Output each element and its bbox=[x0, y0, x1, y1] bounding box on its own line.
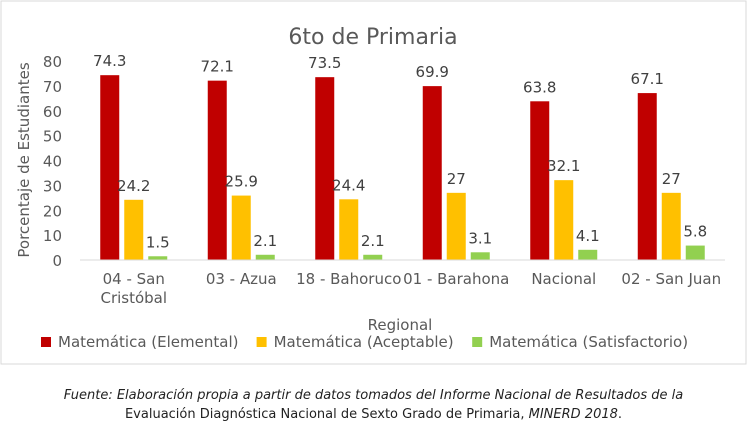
y-axis-label: Porcentaje de Estudiantes bbox=[15, 62, 33, 257]
bar-value-label: 24.4 bbox=[332, 176, 365, 194]
bar bbox=[124, 199, 144, 260]
bar bbox=[422, 86, 442, 260]
y-tick-label: 10 bbox=[43, 227, 62, 245]
y-tick-label: 60 bbox=[43, 103, 62, 121]
bar bbox=[255, 254, 275, 260]
bar-value-label: 72.1 bbox=[201, 58, 234, 76]
y-tick-label: 70 bbox=[43, 78, 62, 96]
chart-border bbox=[0, 0, 747, 365]
y-axis: 0 10 20 30 40 50 60 70 80 bbox=[43, 53, 62, 270]
x-tick-label: 04 - San Cristóbal bbox=[100, 270, 167, 307]
bar bbox=[231, 195, 251, 260]
y-tick-label: 0 bbox=[52, 252, 62, 270]
bar bbox=[446, 192, 466, 260]
bar bbox=[470, 252, 490, 260]
caption-publisher: MINERD 2018 bbox=[524, 407, 618, 422]
bar bbox=[148, 256, 168, 260]
bar bbox=[100, 75, 120, 261]
x-tick-label: Nacional bbox=[531, 270, 596, 288]
bar-value-label: 27 bbox=[447, 170, 466, 188]
x-tick-label: 03 - Azua bbox=[206, 270, 277, 288]
x-tick-label: 02 - San Juan bbox=[621, 270, 721, 288]
caption-period: . bbox=[617, 407, 623, 422]
x-tick-label: 18 - Bahoruco bbox=[296, 270, 401, 288]
bar bbox=[315, 77, 335, 260]
bar-value-label: 63.8 bbox=[523, 78, 556, 96]
bar-value-label: 67.1 bbox=[631, 70, 664, 88]
bar bbox=[637, 93, 657, 261]
bar bbox=[207, 80, 227, 261]
bar-value-label: 25.9 bbox=[225, 173, 258, 191]
bar-value-label: 27 bbox=[662, 170, 681, 188]
bar-chart: 6to de Primaria Porcentaje de Estudiante… bbox=[0, 0, 747, 365]
chart-container: 6to de Primaria Porcentaje de Estudiante… bbox=[0, 0, 747, 365]
legend-label: Matemática (Aceptable) bbox=[274, 333, 454, 351]
bar-value-label: 74.3 bbox=[93, 52, 126, 70]
bar-value-label: 3.1 bbox=[468, 229, 492, 247]
legend-label: Matemática (Elemental) bbox=[58, 333, 238, 351]
bar-value-label: 24.2 bbox=[117, 177, 150, 195]
y-tick-label: 20 bbox=[43, 202, 62, 220]
bar-value-label: 1.5 bbox=[146, 233, 170, 251]
bar bbox=[685, 245, 705, 260]
bar-value-label: 5.8 bbox=[683, 223, 707, 241]
bars bbox=[100, 75, 705, 261]
x-axis-label: Regional bbox=[368, 316, 433, 334]
legend-swatch bbox=[256, 337, 267, 347]
y-tick-label: 80 bbox=[43, 53, 62, 71]
legend-label: Matemática (Satisfactorio) bbox=[489, 333, 688, 351]
bar bbox=[363, 254, 383, 260]
y-tick-label: 40 bbox=[43, 153, 62, 171]
caption-line-2: Evaluación Diagnóstica Nacional de Sexto… bbox=[124, 407, 525, 422]
bar bbox=[578, 249, 598, 260]
bar bbox=[530, 101, 550, 260]
legend-swatch bbox=[472, 337, 483, 347]
bar bbox=[661, 192, 681, 260]
bar-value-label: 73.5 bbox=[308, 54, 341, 72]
caption-line-1: Fuente: Elaboración propia a partir de d… bbox=[63, 388, 684, 403]
chart-title: 6to de Primaria bbox=[288, 25, 457, 50]
bar-value-label: 32.1 bbox=[547, 157, 580, 175]
legend: Matemática (Elemental) Matemática (Acepta… bbox=[41, 333, 688, 351]
y-tick-label: 50 bbox=[43, 128, 62, 146]
y-tick-label: 30 bbox=[43, 177, 62, 195]
source-caption: Fuente: Elaboración propia a partir de d… bbox=[0, 386, 747, 424]
bar-value-label: 69.9 bbox=[416, 63, 449, 81]
data-labels: 74.3 72.1 73.5 69.9 63.8 67.1 24.2 25.9 24.4 27 32… bbox=[93, 52, 707, 251]
bar-value-label: 2.1 bbox=[361, 232, 385, 250]
x-tick-label: 01 - Barahona bbox=[403, 270, 509, 288]
legend-swatch bbox=[41, 337, 51, 347]
bar bbox=[339, 199, 359, 260]
bar-value-label: 4.1 bbox=[576, 227, 600, 245]
bar bbox=[554, 180, 574, 260]
bar-value-label: 2.1 bbox=[253, 232, 277, 250]
